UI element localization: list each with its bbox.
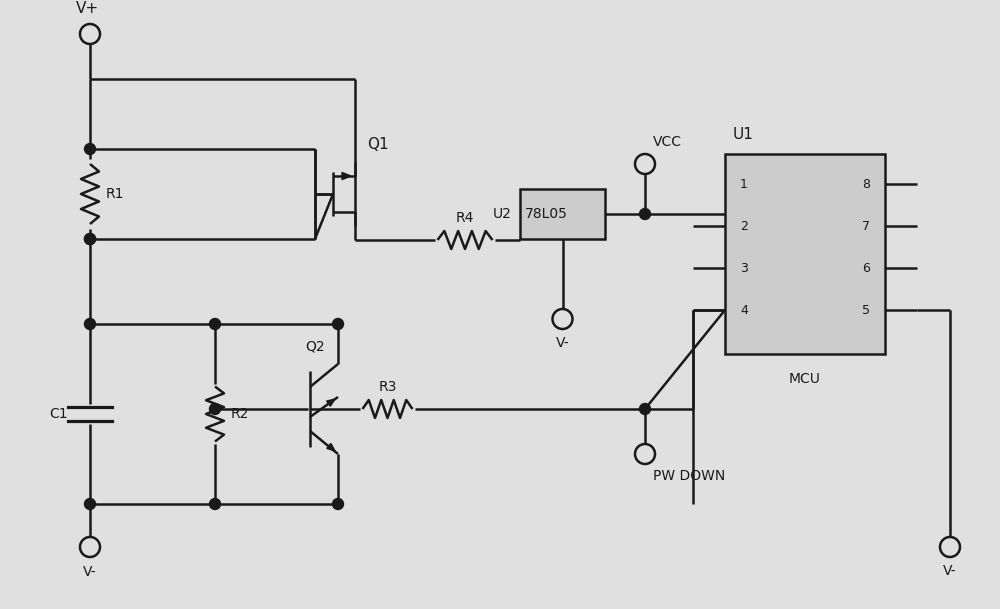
Circle shape [332, 499, 344, 510]
Polygon shape [342, 172, 351, 180]
Polygon shape [327, 443, 335, 451]
Text: 6: 6 [862, 261, 870, 275]
Text: 2: 2 [740, 219, 748, 233]
Circle shape [210, 499, 220, 510]
Text: VCC: VCC [653, 135, 682, 149]
Text: 7: 7 [862, 219, 870, 233]
Circle shape [84, 233, 96, 244]
Text: U1: U1 [733, 127, 754, 142]
Text: C1: C1 [49, 407, 68, 421]
Text: R4: R4 [456, 211, 474, 225]
Text: R3: R3 [378, 380, 397, 394]
Circle shape [210, 404, 220, 415]
Text: 1: 1 [740, 177, 748, 191]
Text: V-: V- [83, 565, 97, 579]
Text: R1: R1 [106, 187, 124, 201]
Circle shape [84, 144, 96, 155]
Text: V+: V+ [75, 1, 99, 16]
FancyBboxPatch shape [520, 189, 605, 239]
Circle shape [84, 233, 96, 244]
FancyBboxPatch shape [725, 154, 885, 354]
Circle shape [640, 208, 650, 219]
Circle shape [210, 319, 220, 329]
Text: 78L05: 78L05 [525, 207, 568, 221]
Polygon shape [327, 399, 335, 406]
Text: U2: U2 [493, 207, 512, 221]
Text: 8: 8 [862, 177, 870, 191]
Text: PW DOWN: PW DOWN [653, 469, 725, 483]
Circle shape [84, 319, 96, 329]
Text: R2: R2 [231, 407, 249, 421]
Text: V-: V- [943, 564, 957, 578]
Text: 4: 4 [740, 303, 748, 317]
Circle shape [332, 319, 344, 329]
Text: Q1: Q1 [367, 137, 389, 152]
Text: Q2: Q2 [305, 340, 325, 354]
Text: MCU: MCU [789, 372, 821, 386]
Circle shape [84, 499, 96, 510]
Text: 3: 3 [740, 261, 748, 275]
Text: V-: V- [556, 336, 569, 350]
Text: 5: 5 [862, 303, 870, 317]
Circle shape [640, 404, 650, 415]
